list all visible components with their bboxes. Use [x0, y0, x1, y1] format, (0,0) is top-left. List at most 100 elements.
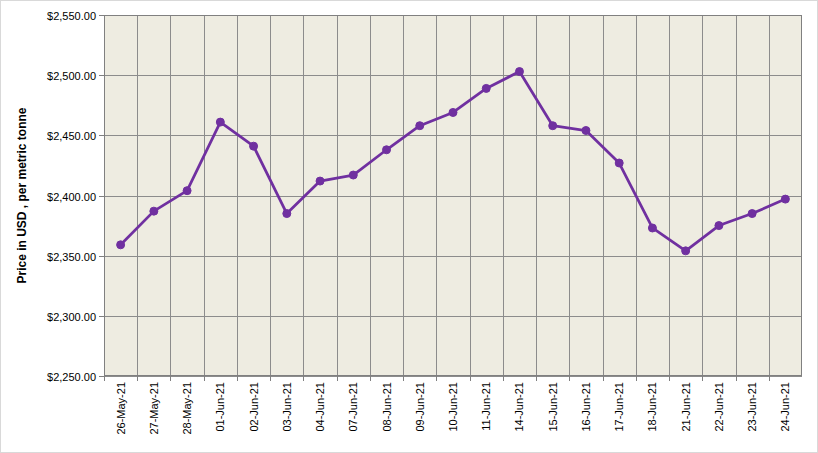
x-tick-label: 23-Jun-21 [746, 382, 758, 432]
price-marker [316, 177, 324, 185]
x-tick [137, 376, 138, 381]
x-tick [669, 376, 670, 381]
price-marker [615, 159, 623, 167]
y-tick [99, 256, 104, 257]
chart-border [1, 1, 818, 453]
price-marker [515, 68, 523, 76]
x-tick-label: 11-Jun-21 [480, 382, 492, 431]
price-marker [781, 195, 789, 203]
x-tick [569, 376, 570, 381]
category-grid-line [337, 15, 338, 376]
y-grid-line [104, 256, 802, 257]
y-grid-line [104, 135, 802, 136]
x-tick-label: 02-Jun-21 [248, 382, 260, 432]
y-tick-label: $2,350.00 [47, 251, 96, 263]
y-tick [99, 15, 104, 16]
price-marker [117, 241, 125, 249]
price-marker [250, 142, 258, 150]
category-grid-line [170, 15, 171, 376]
price-marker [416, 122, 424, 130]
x-tick [370, 376, 371, 381]
category-grid-line [769, 15, 770, 376]
price-marker [582, 127, 590, 135]
category-grid-line [137, 15, 138, 376]
category-grid-line [736, 15, 737, 376]
y-tick [99, 135, 104, 136]
y-grid-line [104, 75, 802, 76]
x-tick-label: 21-Jun-21 [680, 382, 692, 432]
y-tick-label: $2,500.00 [47, 70, 96, 82]
x-tick [436, 376, 437, 381]
x-tick [303, 376, 304, 381]
x-tick-label: 18-Jun-21 [646, 382, 658, 432]
price-marker [648, 224, 656, 232]
x-tick [470, 376, 471, 381]
price-marker [283, 210, 291, 218]
x-tick [503, 376, 504, 381]
x-tick [736, 376, 737, 381]
category-grid-line [569, 15, 570, 376]
y-grid-line [104, 376, 802, 377]
series [117, 68, 790, 255]
y-tick-label: $2,550.00 [47, 10, 96, 22]
x-tick-label: 09-Jun-21 [414, 382, 426, 432]
price-marker [349, 171, 357, 179]
x-tick-label: 01-Jun-21 [214, 382, 226, 432]
x-tick [237, 376, 238, 381]
category-grid-line [669, 15, 670, 376]
y-tick-label: $2,300.00 [47, 311, 96, 323]
y-tick [99, 75, 104, 76]
category-grid-line [470, 15, 471, 376]
category-grid-line [237, 15, 238, 376]
x-tick-label: 16-Jun-21 [580, 382, 592, 432]
price-marker [216, 118, 224, 126]
y-axis-title: Price in USD , per metric tonne [15, 107, 29, 283]
category-grid-line [436, 15, 437, 376]
x-tick-label: 15-Jun-21 [547, 382, 559, 432]
x-tick-label: 14-Jun-21 [513, 382, 525, 432]
category-grid-line [370, 15, 371, 376]
y-tick-label: $2,450.00 [47, 130, 96, 142]
x-tick [702, 376, 703, 381]
x-tick-label: 03-Jun-21 [281, 382, 293, 432]
grid [104, 15, 802, 377]
price-line [121, 72, 786, 251]
x-tick-label: 27-May-21 [148, 382, 160, 435]
x-tick [603, 376, 604, 381]
y-tick [99, 376, 104, 377]
price-marker [383, 146, 391, 154]
x-tick-label: 17-Jun-21 [613, 382, 625, 432]
price-marker [748, 210, 756, 218]
category-grid-line [403, 15, 404, 376]
plot-frame [105, 16, 802, 376]
x-tick [270, 376, 271, 381]
category-grid-line [702, 15, 703, 376]
x-tick-label: 10-Jun-21 [447, 382, 459, 432]
x-tick-label: 07-Jun-21 [347, 382, 359, 432]
x-tick [536, 376, 537, 381]
chart: $2,250.00 $2,300.00 $2,350.00 $2,400.00 $2,4… [0, 0, 818, 453]
price-marker [183, 187, 191, 195]
price-marker [549, 122, 557, 130]
y-tick-label: $2,400.00 [47, 191, 96, 203]
x-tick-label: 24-Jun-21 [779, 382, 791, 432]
price-marker [682, 247, 690, 255]
category-grid-line [503, 15, 504, 376]
category-grid-line [603, 15, 604, 376]
price-marker [482, 84, 490, 92]
price-marker [449, 108, 457, 116]
y-tick-label: $2,250.00 [47, 371, 96, 383]
category-grid-line [536, 15, 537, 376]
y-grid-line [104, 316, 802, 317]
x-tick [204, 376, 205, 381]
plot-area [104, 15, 802, 376]
x-tick-label: 26-May-21 [115, 382, 127, 435]
y-tick [99, 316, 104, 317]
x-tick [636, 376, 637, 381]
price-marker [150, 207, 158, 215]
price-marker [715, 222, 723, 230]
category-grid-line [204, 15, 205, 376]
x-tick [337, 376, 338, 381]
x-tick-label: 04-Jun-21 [314, 382, 326, 432]
x-tick [170, 376, 171, 381]
